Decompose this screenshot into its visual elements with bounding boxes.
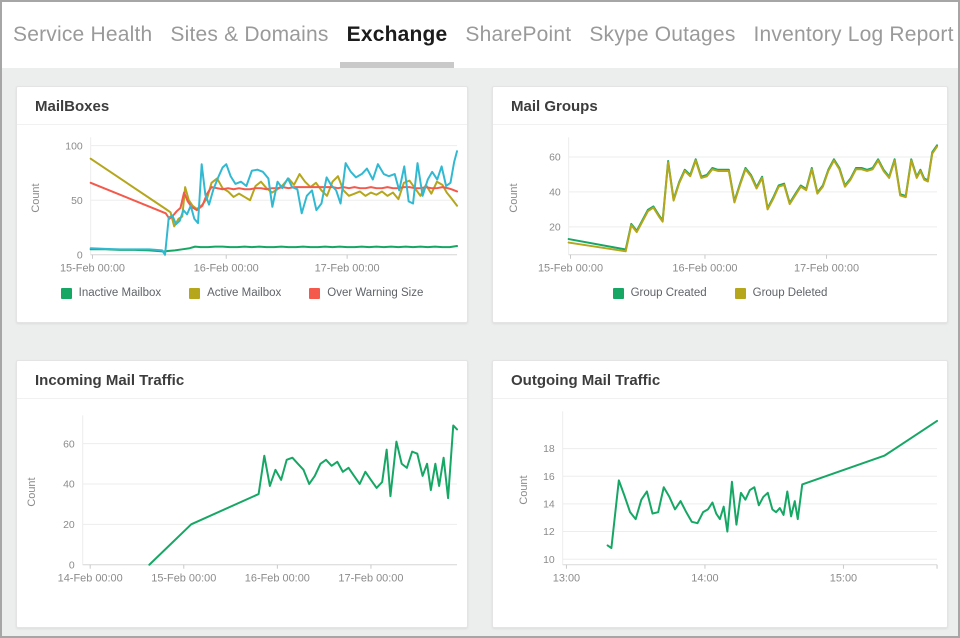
outgoing-mail-chart[interactable]: 10 12 14 16 18 13:00 14:00 15:00 Count [493,403,947,603]
tab-service-health[interactable]: Service Health [13,23,153,46]
legend-item-group-deleted[interactable]: Group Deleted [734,287,828,299]
y-tick-label: 10 [543,555,555,566]
chart-wrap-outgoing-mail: 10 12 14 16 18 13:00 14:00 15:00 Count [493,399,947,627]
series-line [89,245,459,253]
top-nav-tabs: Service Health Sites & Domains Exchange Sha… [2,2,958,68]
y-tick-label: 14 [543,500,555,511]
mailboxes-legend: Inactive Mailbox Active Mailbox Over Warni… [17,287,467,299]
y-tick-label: 60 [549,153,561,164]
legend-item-over-warning-size[interactable]: Over Warning Size [309,287,423,299]
series-line [567,145,939,253]
x-tick-label: 14-Feb 00:00 [58,573,123,585]
y-tick-label: 40 [63,480,75,491]
mailboxes-chart[interactable]: 0 50 100 15-Feb 00:00 16-Feb 00:00 17-Feb 00:… [17,129,467,287]
panel-title-outgoing-mail: Outgoing Mail Traffic [493,361,947,399]
incoming-mail-chart[interactable]: 0 20 40 60 14-Feb 00:00 15-Feb 00:00 16-Feb 00… [17,403,467,603]
mail-groups-chart[interactable]: 20 40 60 15-Feb 00:00 16-Feb 00:00 17-Feb 00:… [493,129,947,287]
series-line [89,157,459,228]
x-tick-label: 15-Feb 00:00 [538,263,603,275]
legend-swatch-icon [734,287,746,299]
legend-item-active-mailbox[interactable]: Active Mailbox [189,287,281,299]
legend-swatch-icon [60,287,72,299]
x-tick-label: 16-Feb 00:00 [194,263,259,275]
x-tick-label: 13:00 [553,573,580,585]
x-tick-label: 15:00 [830,573,857,585]
legend-label: Over Warning Size [327,287,424,299]
y-tick-label: 100 [65,141,83,152]
panel-mailboxes: MailBoxes 0 50 100 15-Feb 00:00 16-Feb 00:00… [16,86,468,323]
tab-sharepoint[interactable]: SharePoint [465,23,572,46]
chart-wrap-mailboxes: 0 50 100 15-Feb 00:00 16-Feb 00:00 17-Feb 00:… [17,125,467,322]
x-tick-label: 16-Feb 00:00 [245,573,310,585]
panel-title-mail-groups: Mail Groups [493,87,947,125]
y-axis-title: Count [508,183,520,212]
y-tick-label: 18 [543,444,555,455]
x-tick-label: 16-Feb 00:00 [672,263,737,275]
series-line [567,144,939,251]
tab-sites-domains[interactable]: Sites & Domains [170,23,329,46]
legend-item-inactive-mailbox[interactable]: Inactive Mailbox [60,287,162,299]
dashboard-grid: MailBoxes 0 50 100 15-Feb 00:00 16-Feb 00:00… [2,68,958,636]
tab-inventory-log-report[interactable]: Inventory Log Report [753,23,954,46]
legend-label: Active Mailbox [207,287,282,299]
panel-mail-groups: Mail Groups 20 40 60 15-Feb 00:00 16-Feb 00:… [492,86,948,323]
legend-swatch-icon [189,287,201,299]
x-tick-label: 14:00 [691,573,718,585]
legend-label: Inactive Mailbox [78,287,162,299]
panel-incoming-mail: Incoming Mail Traffic 0 20 40 60 14-Feb 00:0… [16,360,468,628]
legend-label: Group Deleted [752,287,828,299]
legend-item-group-created[interactable]: Group Created [612,287,707,299]
x-tick-label: 15-Feb 00:00 [151,573,216,585]
y-tick-label: 60 [63,439,75,450]
legend-label: Group Created [630,287,707,299]
tab-exchange[interactable]: Exchange [338,2,457,68]
tab-skype-outages[interactable]: Skype Outages [589,23,736,46]
panel-outgoing-mail: Outgoing Mail Traffic 10 12 14 16 18 13:00 14:… [492,360,948,628]
x-tick-label: 17-Feb 00:00 [794,263,859,275]
y-tick-label: 20 [63,520,75,531]
y-tick-label: 0 [77,250,83,261]
mail-groups-legend: Group Created Group Deleted [493,287,947,299]
x-tick-label: 15-Feb 00:00 [60,263,125,275]
y-axis-title: Count [518,475,530,504]
chart-wrap-incoming-mail: 0 20 40 60 14-Feb 00:00 15-Feb 00:00 16-Feb 00… [17,399,467,627]
y-tick-label: 16 [543,472,555,483]
y-tick-label: 40 [549,188,561,199]
legend-swatch-icon [612,287,624,299]
series-line [148,424,459,566]
series-line [606,419,939,550]
y-axis-title: Count [26,477,38,506]
x-tick-label: 17-Feb 00:00 [315,263,380,275]
panel-title-incoming-mail: Incoming Mail Traffic [17,361,467,399]
y-tick-label: 50 [71,196,83,207]
y-tick-label: 20 [549,223,561,234]
x-tick-label: 17-Feb 00:00 [338,573,403,585]
y-tick-label: 0 [69,560,75,571]
chart-wrap-mail-groups: 20 40 60 15-Feb 00:00 16-Feb 00:00 17-Feb 00:… [493,125,947,322]
y-axis-title: Count [30,183,42,212]
series-line [89,150,459,256]
panel-title-mailboxes: MailBoxes [17,87,467,125]
y-tick-label: 12 [543,527,555,538]
legend-swatch-icon [309,287,321,299]
